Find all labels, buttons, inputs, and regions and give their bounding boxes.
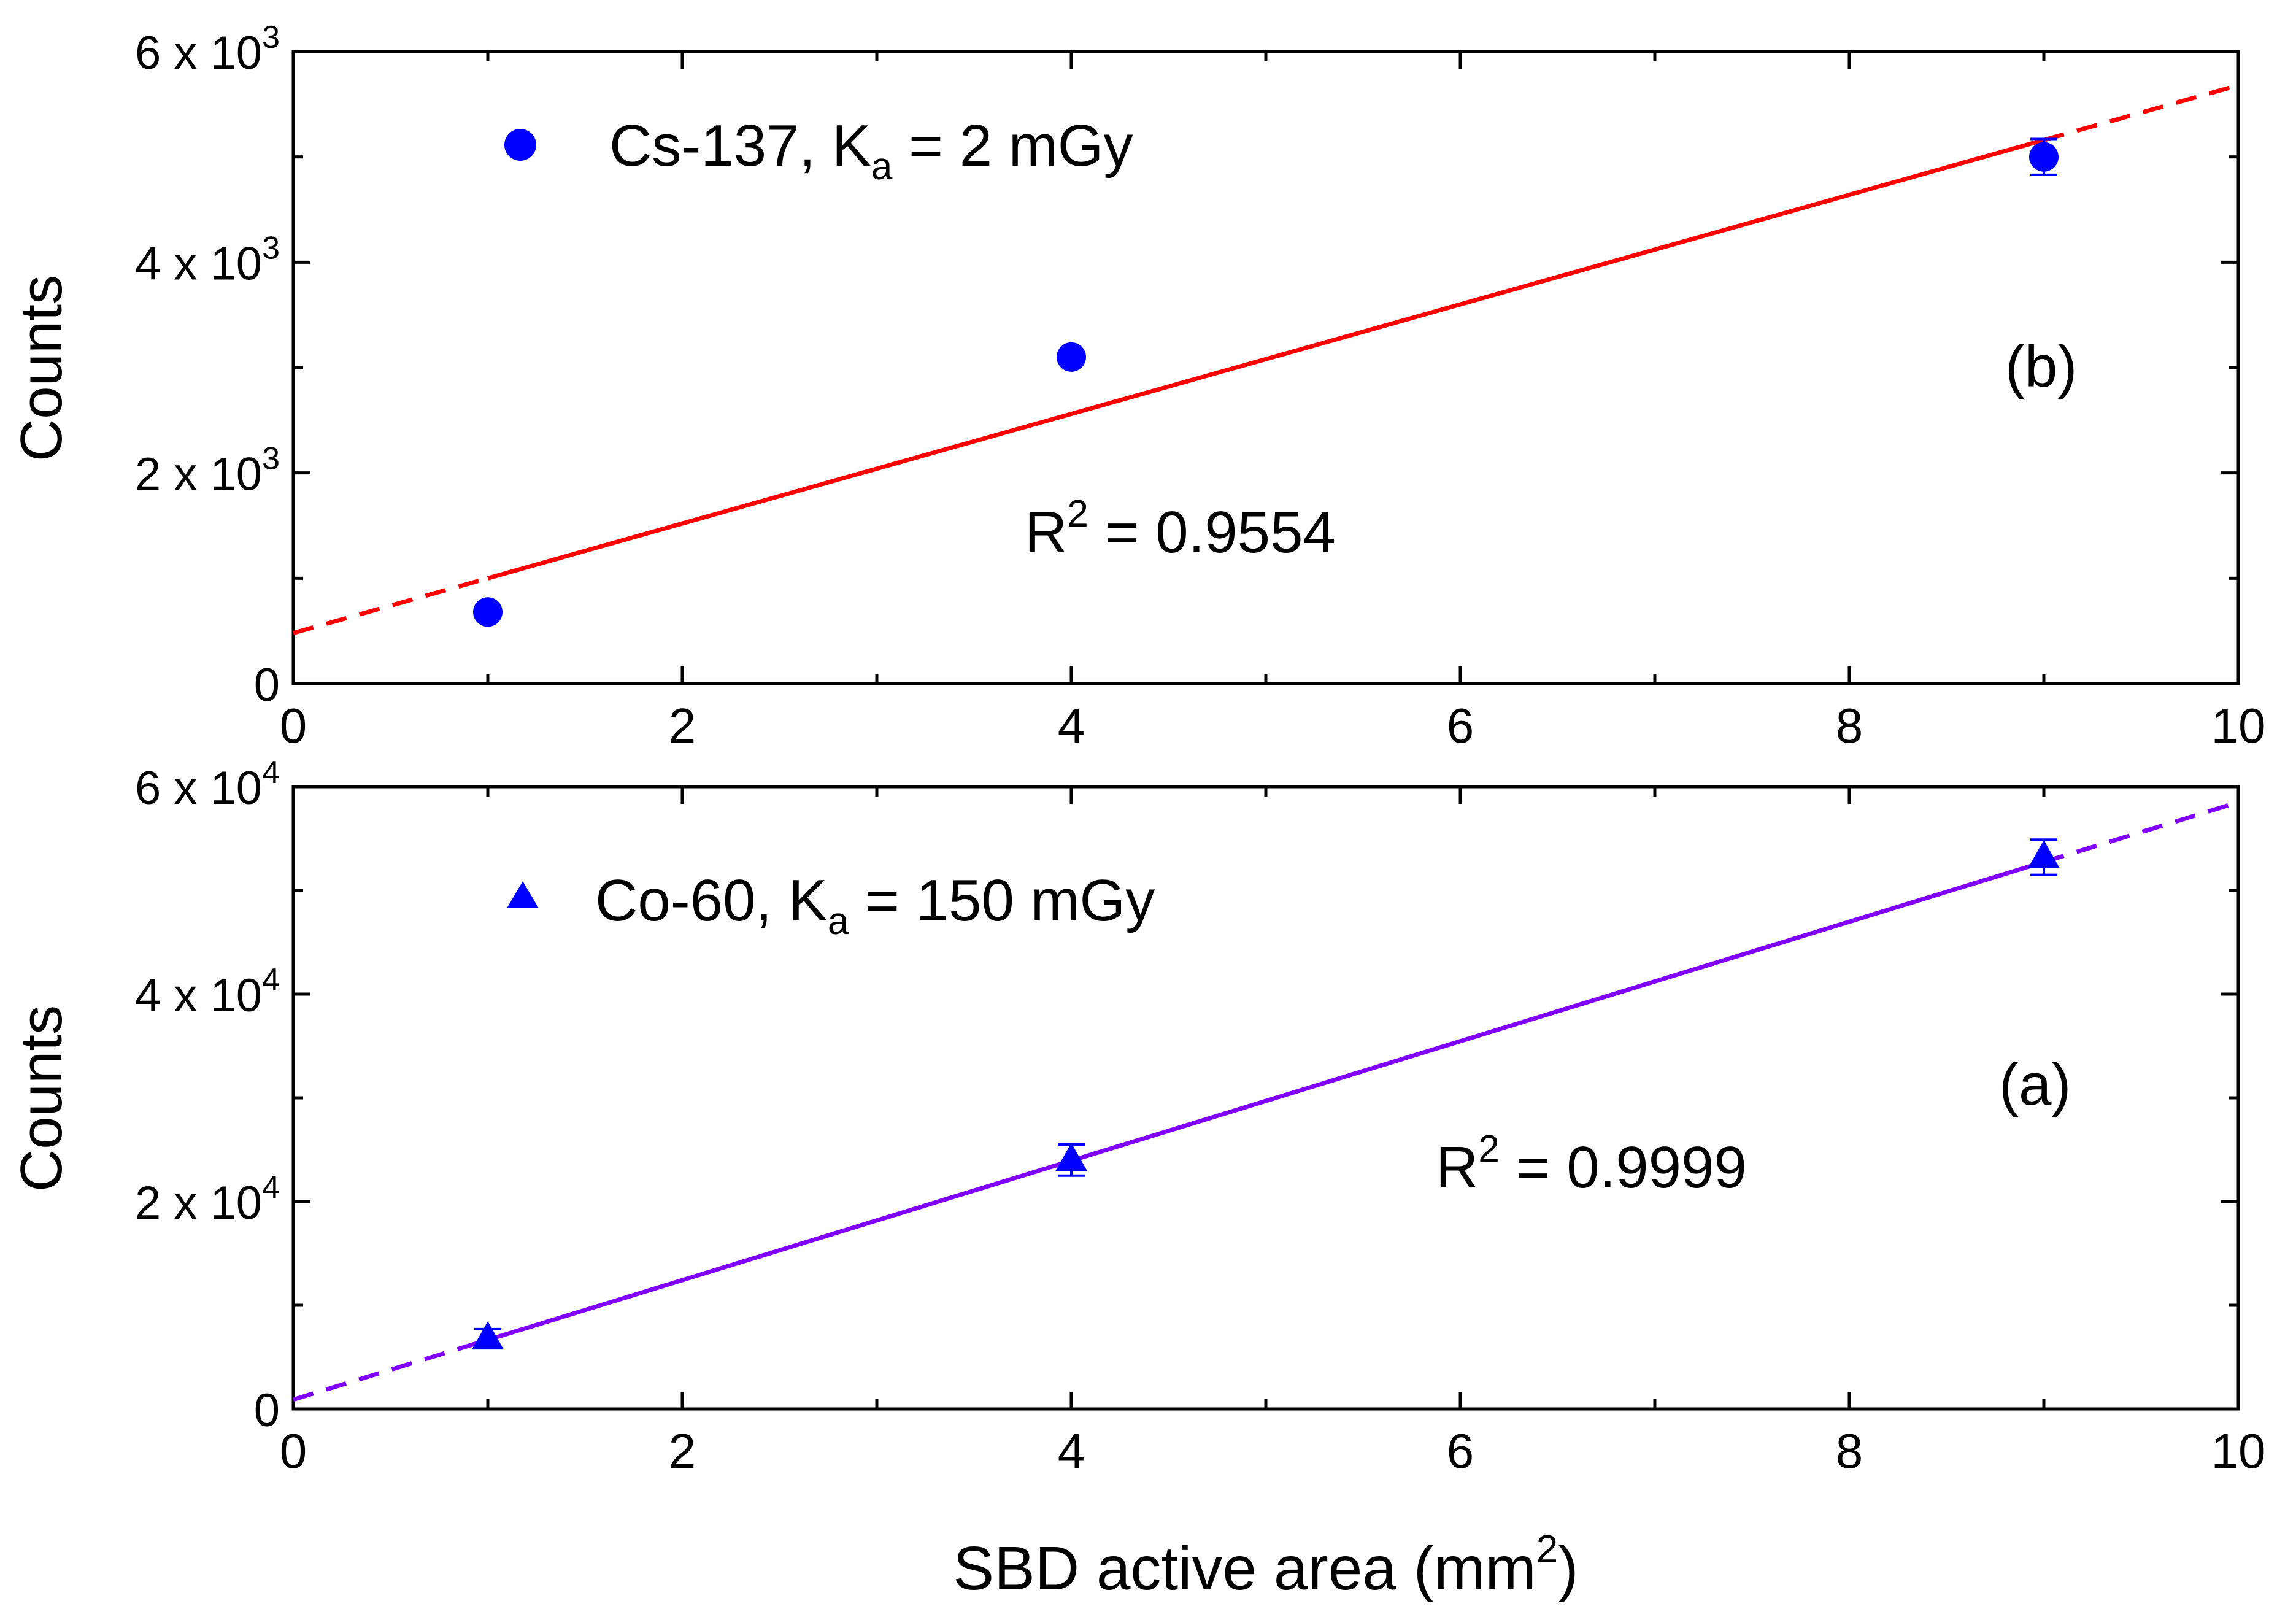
y-axis-label: Counts (9, 275, 74, 461)
panel-label: (b) (2005, 334, 2077, 399)
fit-line-solid (487, 860, 2045, 1342)
fit-line-dashed-left (293, 576, 488, 635)
x-tick-label: 8 (1836, 1424, 1863, 1478)
legend-label: Co-60, Ka = 150 mGy (595, 868, 1155, 943)
x-tick-labels: 0 2 4 6 8 10 (280, 1424, 2266, 1478)
data-point (2028, 839, 2060, 868)
fit-line (292, 800, 2240, 1402)
y-tick-label: 4 x 104 (135, 962, 280, 1022)
x-tick-label: 10 (2211, 1424, 2266, 1478)
x-tick-label: 10 (2211, 698, 2266, 753)
fit-line-solid (487, 137, 2044, 581)
data-points (473, 137, 2059, 627)
legend-text-tail: = 2 mGy (892, 113, 1133, 179)
y-tick-mantissa: 6 x 10 (135, 762, 262, 814)
y-tick-label: 6 x 103 (135, 20, 280, 79)
data-point (2029, 142, 2059, 172)
y-tick-label: 4 x 103 (135, 230, 280, 290)
x-tick-label: 4 (1058, 698, 1085, 753)
y-tick-label: 2 x 103 (135, 441, 280, 501)
y-tick-label: 2 x 104 (135, 1170, 280, 1229)
fit-line-dashed-right (2043, 83, 2239, 142)
data-point (1055, 1143, 1087, 1171)
fit-line-dashed-left (292, 1338, 489, 1402)
x-axis-label-close: ) (1558, 1534, 1578, 1603)
y-tick-exponent: 3 (262, 441, 280, 477)
r-squared-label: R2 = 0.9999 (1436, 1128, 1747, 1200)
r2-prefix: R (1436, 1135, 1478, 1200)
x-tick-label: 0 (280, 698, 307, 753)
data-point (1057, 342, 1086, 372)
y-tick-mantissa: 0 (254, 1384, 280, 1437)
legend-marker-circle (504, 129, 536, 161)
x-axis-label-main: SBD active area (mm (953, 1534, 1536, 1603)
r2-value: = 0.9999 (1500, 1135, 1747, 1200)
x-tick-label: 6 (1447, 1424, 1474, 1478)
y-tick-mantissa: 2 x 10 (135, 449, 262, 501)
panel-label: (a) (1999, 1052, 2071, 1117)
legend: Cs-137, Ka = 2 mGy (504, 113, 1133, 188)
legend-text-tail: = 150 mGy (849, 868, 1155, 933)
y-tick-mantissa: 4 x 10 (135, 970, 262, 1022)
r2-sup: 2 (1478, 1128, 1499, 1170)
r2-value: = 0.9554 (1088, 500, 1336, 565)
y-tick-label: 0 (254, 659, 280, 711)
legend-label: Cs-137, Ka = 2 mGy (609, 113, 1133, 188)
y-tick-exponent: 3 (262, 20, 280, 55)
y-tick-exponent: 4 (262, 755, 280, 790)
x-axis-label: SBD active area (mm2) (953, 1527, 1578, 1603)
x-tick-labels: 0 2 4 6 8 10 (280, 698, 2266, 753)
x-tick-label: 4 (1058, 1424, 1085, 1478)
x-tick-label: 0 (280, 1424, 307, 1478)
legend-text-main: Co-60, K (595, 868, 828, 933)
fit-line (293, 83, 2239, 635)
x-axis-label-sup: 2 (1536, 1527, 1558, 1571)
y-tick-exponent: 4 (262, 962, 280, 998)
x-tick-label: 8 (1836, 698, 1863, 753)
fit-line-dashed-right (2043, 800, 2240, 865)
legend: Co-60, Ka = 150 mGy (507, 868, 1155, 943)
y-tick-mantissa: 2 x 10 (135, 1177, 262, 1229)
y-tick-label: 0 (254, 1384, 280, 1437)
y-tick-exponent: 3 (262, 230, 280, 266)
axis-ticks (291, 50, 2240, 685)
data-point (473, 597, 503, 627)
y-tick-mantissa: 6 x 10 (135, 27, 262, 79)
axis-ticks (291, 785, 2240, 1411)
x-tick-label: 6 (1447, 698, 1474, 753)
r2-sup: 2 (1067, 493, 1088, 535)
y-tick-exponent: 4 (262, 1170, 280, 1205)
x-tick-label: 2 (669, 698, 696, 753)
y-tick-label: 6 x 104 (135, 755, 280, 814)
legend-marker-triangle (507, 881, 539, 908)
data-points (472, 838, 2060, 1350)
r2-prefix: R (1025, 500, 1067, 565)
x-tick-label: 2 (669, 1424, 696, 1478)
data-point (472, 1321, 504, 1350)
plot-frame (291, 785, 2240, 1411)
legend-text-sub: a (828, 900, 849, 943)
plot-frame (291, 50, 2240, 685)
legend-text-main: Cs-137, K (609, 113, 871, 179)
y-tick-mantissa: 0 (254, 659, 280, 711)
r-squared-label: R2 = 0.9554 (1025, 493, 1336, 565)
legend-text-sub: a (871, 145, 893, 188)
y-tick-mantissa: 4 x 10 (135, 237, 262, 290)
y-axis-label: Counts (9, 1005, 74, 1192)
